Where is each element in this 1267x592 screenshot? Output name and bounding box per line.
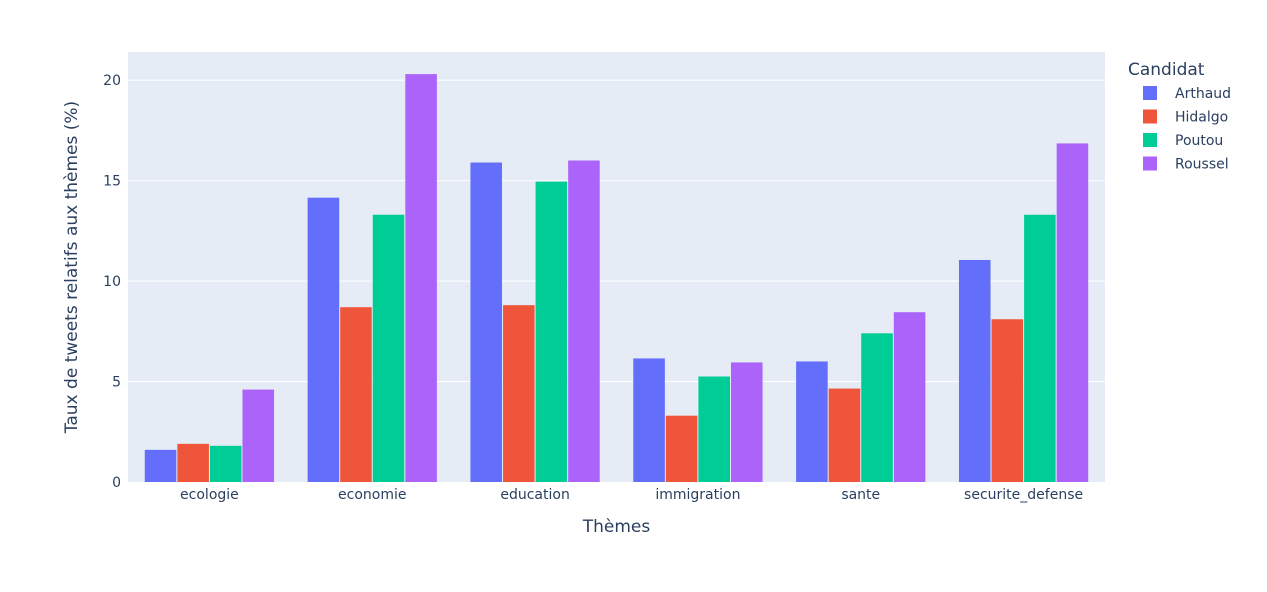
bar-arthaud-ecologie: [144, 449, 177, 482]
y-tick-label: 20: [103, 73, 121, 89]
bar-arthaud-securite_defense: [958, 259, 991, 482]
bar-hidalgo-economie: [340, 307, 372, 482]
bar-poutou-economie: [372, 214, 405, 482]
plot-background: [128, 52, 1105, 482]
legend-label-hidalgo[interactable]: Hidalgo: [1175, 110, 1228, 126]
legend-swatch-roussel[interactable]: [1143, 156, 1157, 171]
bar-poutou-sante: [861, 333, 893, 482]
bar-arthaud-sante: [796, 361, 828, 482]
y-tick-label: 5: [112, 375, 121, 391]
x-tick-label: education: [500, 487, 569, 503]
x-tick-label: immigration: [655, 487, 740, 503]
bar-roussel-education: [568, 160, 600, 482]
legend-swatch-poutou[interactable]: [1143, 133, 1157, 147]
bar-arthaud-immigration: [633, 358, 665, 482]
y-tick-label: 10: [103, 274, 121, 290]
bar-hidalgo-sante: [828, 388, 861, 482]
bar-hidalgo-securite_defense: [991, 319, 1024, 482]
bar-poutou-securite_defense: [1024, 214, 1056, 482]
legend: Candidat Arthaud Hidalgo Poutou Roussel: [1128, 60, 1231, 173]
bar-poutou-immigration: [698, 376, 730, 482]
bar-roussel-immigration: [730, 362, 763, 482]
legend-label-poutou[interactable]: Poutou: [1175, 133, 1223, 149]
y-axis-title: Taux de tweets relatifs aux thèmes (%): [62, 101, 82, 434]
legend-label-roussel[interactable]: Roussel: [1175, 157, 1229, 173]
y-tick-label: 15: [103, 174, 121, 190]
grid-lines: [128, 79, 1105, 383]
bar-hidalgo-ecologie: [177, 443, 209, 482]
legend-swatch-hidalgo[interactable]: [1143, 109, 1157, 124]
bar-roussel-economie: [405, 74, 437, 482]
bar-hidalgo-education: [503, 305, 535, 482]
bar-roussel-securite_defense: [1056, 143, 1089, 482]
x-axis-title: Thèmes: [582, 517, 651, 537]
x-tick-label: securite_defense: [964, 487, 1083, 503]
bar-hidalgo-immigration: [665, 415, 698, 482]
bar-arthaud-education: [470, 162, 503, 482]
bar-roussel-ecologie: [242, 389, 275, 482]
legend-swatch-arthaud[interactable]: [1143, 86, 1157, 100]
x-tick-labels: ecologie economie education immigration sant…: [180, 487, 1083, 503]
bar-poutou-education: [535, 181, 568, 483]
bar-poutou-ecologie: [209, 445, 242, 482]
legend-title: Candidat: [1128, 60, 1205, 80]
x-tick-label: sante: [841, 487, 880, 503]
bars: [144, 74, 1089, 483]
y-tick-labels: 0 5 10 15 20: [103, 73, 121, 491]
bar-arthaud-economie: [307, 197, 340, 483]
legend-label-arthaud[interactable]: Arthaud: [1175, 86, 1231, 102]
x-tick-label: economie: [338, 487, 406, 503]
y-tick-label: 0: [112, 475, 121, 491]
x-tick-label: ecologie: [180, 487, 239, 503]
bar-roussel-sante: [893, 312, 926, 482]
